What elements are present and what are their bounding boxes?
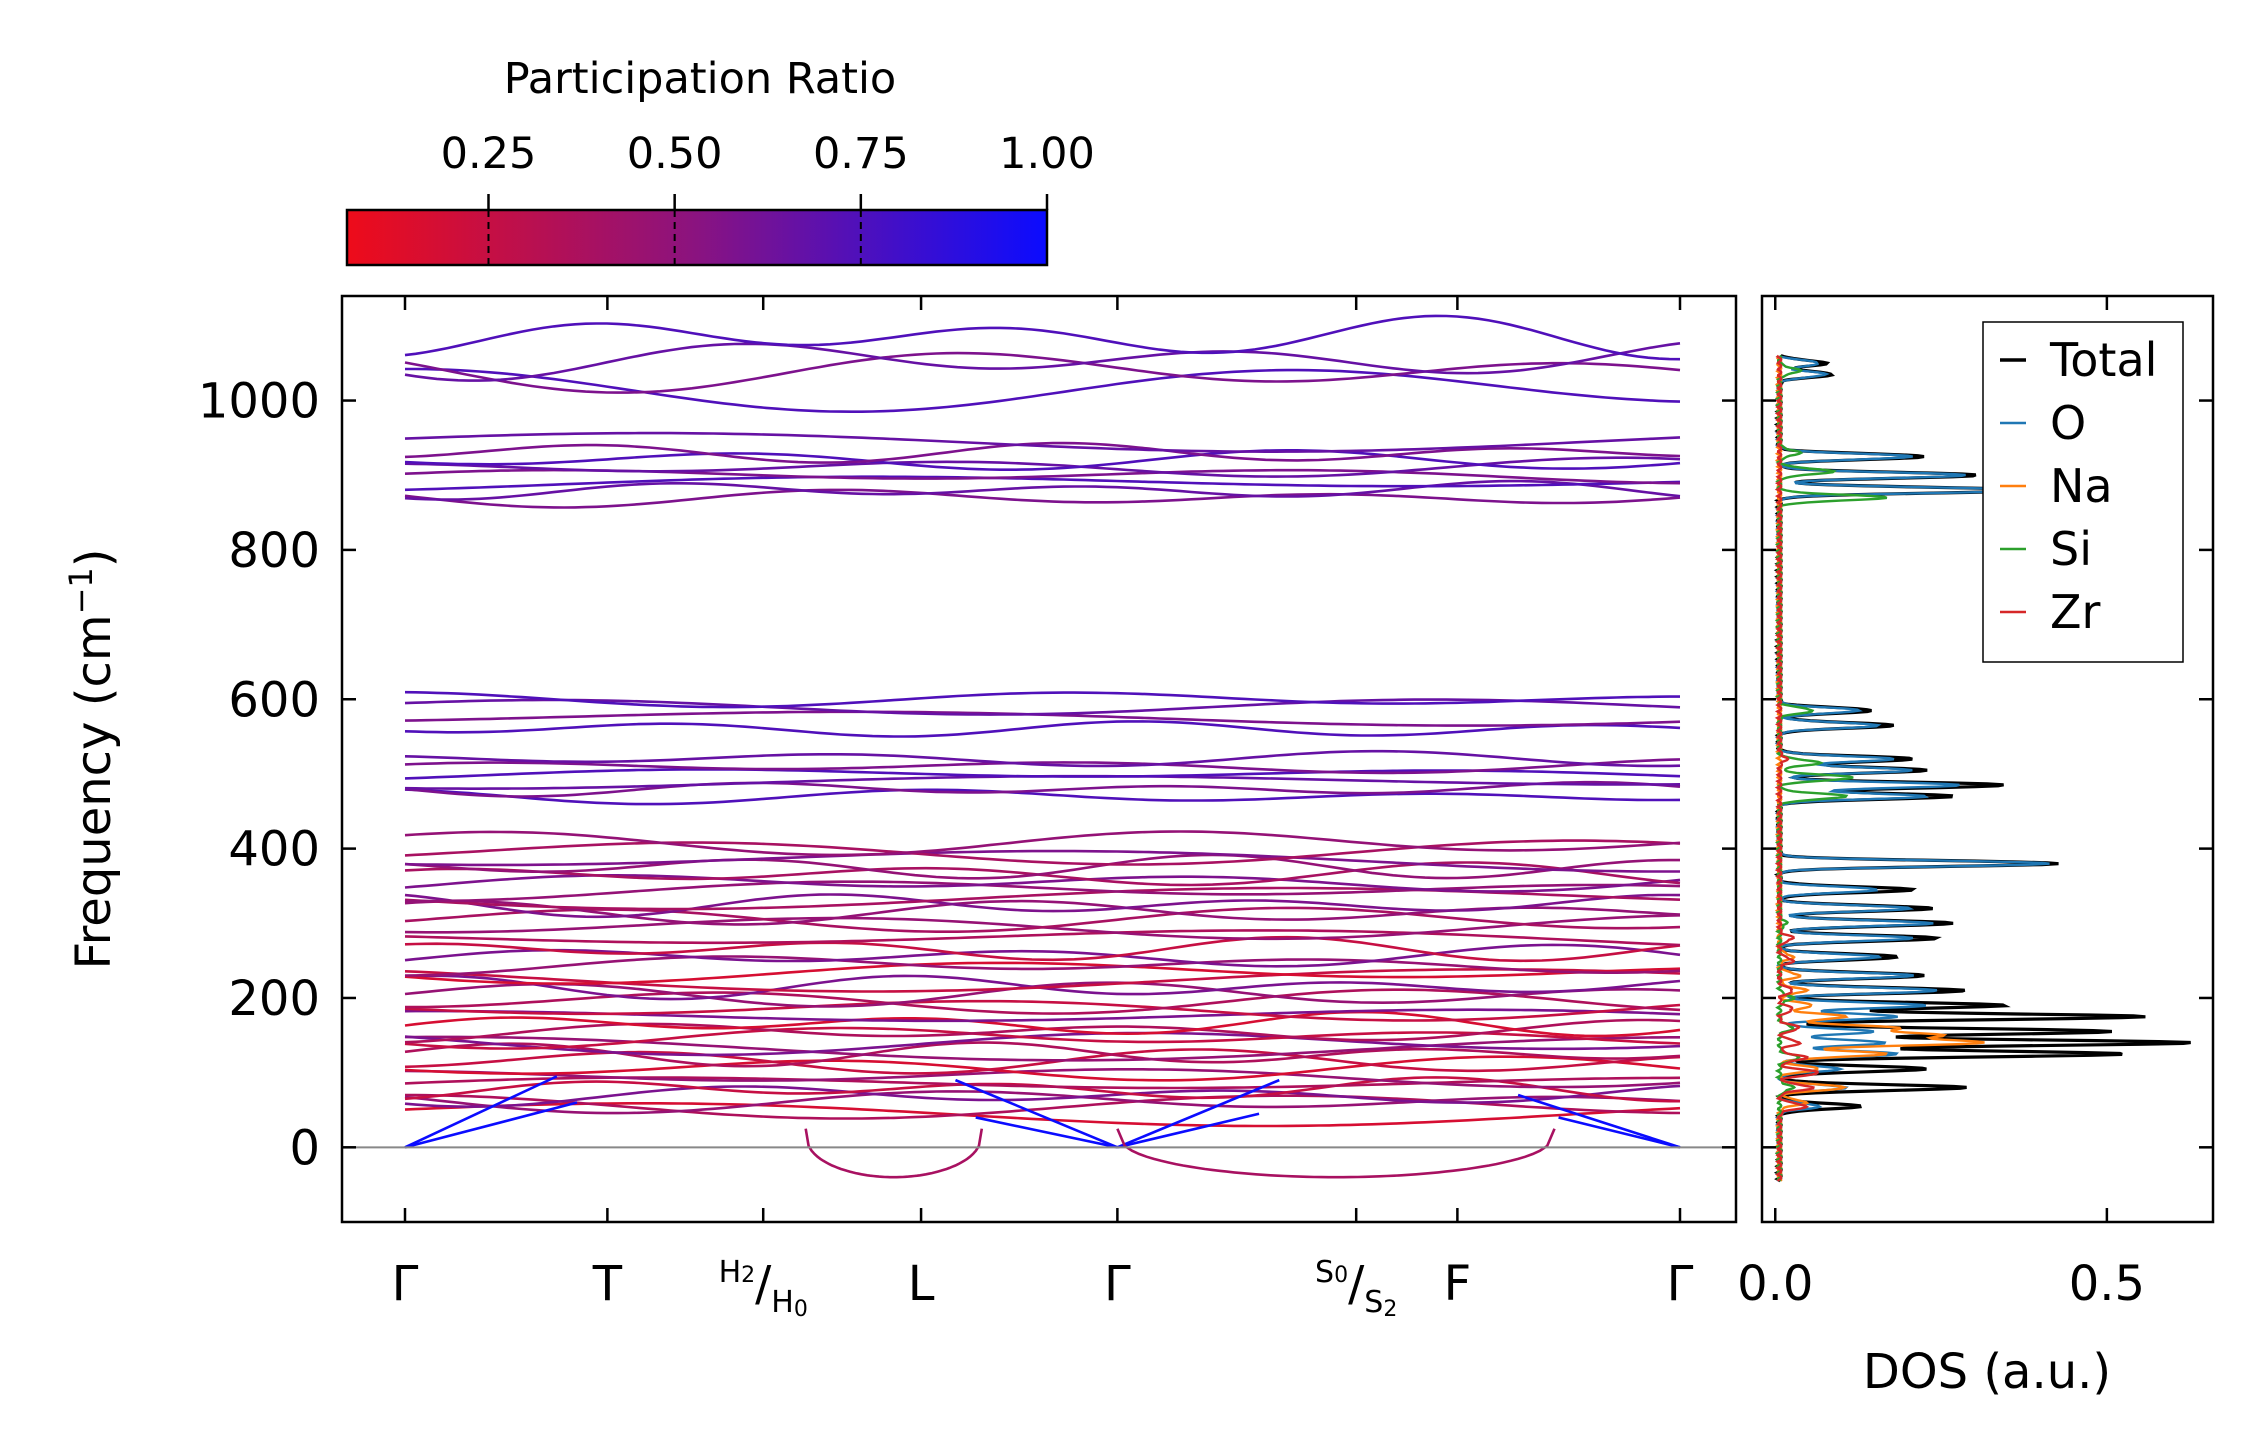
acoustic-branch (975, 1116, 1118, 1149)
colorbar-tick-label: 0.75 (813, 129, 909, 179)
dos-x-tick-label: 0.5 (2069, 1256, 2145, 1312)
band-y-axis-label: Frequency (cm−1) (62, 548, 122, 969)
band-line (404, 441, 1681, 464)
legend-label: Zr (2050, 585, 2101, 639)
colorbar-gradient (345, 208, 1049, 267)
band-y-tick-label: 800 (228, 523, 320, 579)
dos-axes: 0.0 0.5 (1737, 296, 2213, 1312)
acoustic-branch (404, 1075, 558, 1149)
acoustic-branch (1517, 1093, 1681, 1149)
soft-mode-branch (804, 1128, 984, 1179)
band-line (404, 314, 1681, 361)
dos-x-axis-label: DOS (a.u.) (1863, 1344, 2111, 1400)
band-line (404, 955, 1681, 977)
band-line (404, 981, 1681, 1008)
dos-series-zr (1774, 354, 1819, 1182)
band-line (404, 943, 1681, 968)
legend-label: Si (2050, 522, 2092, 576)
legend-box (1982, 321, 2184, 663)
band-y-tick-label: 600 (228, 672, 320, 728)
band-line (404, 749, 1681, 768)
legend-label: Na (2050, 459, 2113, 513)
band-line (404, 839, 1681, 866)
dos-lines (1773, 354, 2191, 1183)
band-line (404, 456, 1681, 478)
legend-label: O (2050, 396, 2086, 450)
dos-series-si (1774, 354, 1888, 1182)
band-line (404, 1035, 1680, 1062)
band-line (404, 351, 1681, 394)
band-line (404, 849, 1680, 873)
high-symmetry-label: Γ (392, 1256, 419, 1312)
acoustic-branch (404, 1101, 578, 1149)
high-symmetry-label: T (592, 1256, 623, 1312)
band-y-tick-label: 400 (228, 822, 320, 878)
dos-frame (1760, 294, 2215, 1224)
band-line (404, 880, 1681, 903)
band-line (404, 999, 1681, 1022)
band-line (404, 488, 1681, 509)
band-line (404, 874, 1681, 893)
legend-label: Total (2049, 333, 2157, 387)
band-line (404, 788, 1681, 806)
colorbar-tick-label: 0.25 (441, 129, 537, 179)
high-symmetry-label: S0/S2 (1315, 1255, 1397, 1322)
colorbar-tick-label: 0.50 (627, 129, 723, 179)
colorbar-ticks: 0.25 0.50 0.75 1.00 (441, 129, 1095, 265)
band-line (404, 968, 1681, 993)
acoustic-branch (954, 1078, 1118, 1149)
band-line (404, 1026, 1681, 1050)
band-line (404, 431, 1681, 453)
band-line (404, 893, 1681, 919)
band-line (404, 698, 1681, 716)
band-y-tick-label: 200 (228, 971, 320, 1027)
band-line (404, 1055, 1681, 1082)
band-x-axis: Γ T H2/H0 L Γ S0/S2 F Γ (392, 296, 1694, 1322)
soft-mode-branch (1116, 1128, 1556, 1179)
band-y-tick-label: 0 (289, 1120, 320, 1176)
band-line (404, 961, 1681, 985)
band-line (404, 853, 1680, 880)
band-line (404, 1102, 1681, 1128)
band-line (404, 935, 1681, 963)
dos-x-tick-label: 0.0 (1737, 1256, 1813, 1312)
band-line (404, 830, 1681, 857)
band-y-axis: 0 200 400 600 800 1000 (198, 374, 1736, 1176)
band-line (404, 758, 1681, 775)
high-symmetry-label: Γ (1104, 1256, 1131, 1312)
high-symmetry-label: L (908, 1256, 935, 1312)
dos-series-o (1774, 355, 2050, 1182)
band-line (404, 780, 1681, 798)
band-line (404, 1031, 1681, 1057)
dos-legend: Total O Na Si Zr (1982, 321, 2184, 663)
band-line (404, 475, 1681, 492)
band-line (404, 690, 1680, 709)
acoustic-branch (1558, 1116, 1681, 1149)
acoustic-branch (1117, 1112, 1260, 1149)
colorbar-title: Participation Ratio (504, 54, 897, 104)
high-symmetry-label: H2/H0 (719, 1255, 808, 1322)
band-line (404, 1010, 1681, 1038)
band-line (404, 720, 1681, 738)
acoustic-branch (1116, 1078, 1280, 1149)
band-line (404, 1068, 1681, 1089)
band-line (404, 342, 1681, 382)
colorbar-tick-label: 1.00 (999, 129, 1095, 179)
band-frame (340, 294, 1738, 1224)
band-line (404, 929, 1681, 947)
band-line (404, 1090, 1681, 1115)
band-line (404, 479, 1681, 501)
band-line (404, 1084, 1681, 1109)
band-line (405, 367, 1681, 413)
high-symmetry-label: F (1444, 1256, 1472, 1312)
band-lines (404, 314, 1681, 1179)
band-line (404, 449, 1681, 471)
band-structure-panel: 0 200 400 600 800 1000 Γ T H2/H0 L Γ S0/S2 F Γ Frequ… (62, 294, 1738, 1322)
dos-panel: 0.0 0.5 DOS (a.u.) Total O Na Si Zr (1737, 294, 2215, 1400)
colorbar: Participation Ratio 0.25 0.50 0.75 1.00 (345, 54, 1095, 267)
high-symmetry-label: Γ (1667, 1256, 1694, 1312)
band-y-tick-label: 1000 (198, 374, 320, 430)
